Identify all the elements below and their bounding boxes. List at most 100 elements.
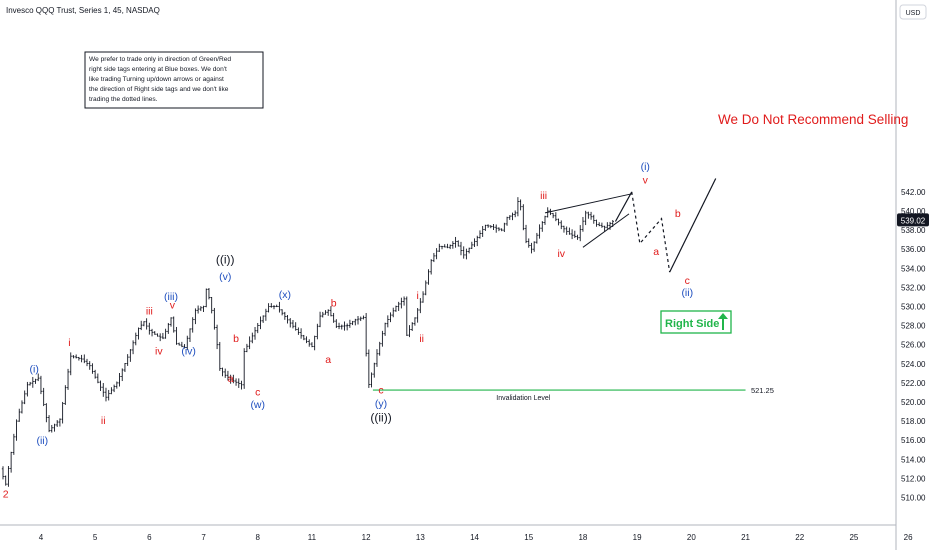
- ohlc-bar: [299, 328, 303, 339]
- ohlc-bar: [118, 373, 121, 387]
- ohlc-bar: [210, 296, 213, 314]
- ohlc-bar: [264, 308, 268, 321]
- ohlc-bar: [345, 323, 349, 331]
- ohlc-bar: [7, 465, 10, 487]
- ohlc-bar: [465, 248, 468, 260]
- ohlc-bar: [134, 332, 137, 346]
- projection-solid-to-wave-i: [614, 191, 633, 222]
- ohlc-bar: [240, 380, 243, 390]
- wave-label-red: ii: [101, 415, 106, 427]
- ohlc-bar: [177, 342, 181, 346]
- ohlc-bar: [454, 236, 457, 248]
- ohlc-bar: [581, 216, 585, 232]
- ohlc-bar: [402, 296, 406, 306]
- ohlc-bar: [457, 240, 460, 247]
- ohlc-bar: [4, 475, 7, 486]
- ohlc-bar: [519, 199, 522, 211]
- ohlc-bar: [508, 215, 511, 220]
- ohlc-bar: [237, 378, 240, 388]
- ohlc-bar: [513, 210, 517, 218]
- ohlc-bar: [367, 349, 371, 388]
- ohlc-bar: [20, 400, 24, 414]
- ohlc-bar: [324, 310, 327, 315]
- ohlc-bar: [202, 305, 205, 313]
- ohlc-bar: [289, 318, 292, 328]
- ohlc-bar: [495, 224, 498, 233]
- ohlc-bar: [56, 420, 59, 427]
- ohlc-bar: [500, 228, 503, 232]
- ohlc-bar: [297, 327, 300, 335]
- y-tick-label: 536.00: [901, 245, 926, 254]
- projection-solid-up: [669, 178, 717, 273]
- wave-label-red: iv: [557, 248, 565, 260]
- note-line-5: trading the dotted lines.: [89, 96, 158, 103]
- ohlc-bar: [115, 381, 119, 389]
- wave-label-red: c: [255, 386, 260, 398]
- ohlc-bar: [335, 319, 338, 329]
- ohlc-bar: [446, 243, 449, 249]
- wave-label-red: iv: [155, 345, 163, 357]
- ohlc-bar: [213, 307, 216, 330]
- ohlc-bar: [381, 330, 384, 347]
- ohlc-bar: [61, 401, 64, 424]
- ohlc-bar: [275, 304, 278, 308]
- wave-label-blue: (iv): [181, 345, 196, 357]
- ohlc-bar: [140, 320, 143, 331]
- ohlc-bar: [378, 341, 381, 356]
- wave-label-blue: (i): [30, 364, 39, 376]
- ohlc-bar: [473, 238, 476, 247]
- y-tick-label: 522.00: [901, 379, 926, 388]
- wave-label-red: iii: [540, 190, 547, 202]
- ohlc-bar: [570, 229, 574, 240]
- ohlc-bar: [375, 349, 379, 367]
- ohlc-bar: [142, 321, 146, 327]
- ohlc-bar: [199, 306, 203, 312]
- ohlc-bar: [148, 322, 151, 335]
- ohlc-bar: [397, 301, 400, 311]
- ohlc-bar: [85, 358, 89, 367]
- y-tick-label: 542.00: [901, 188, 926, 197]
- ohlc-bar: [234, 378, 238, 386]
- ohlc-bar: [74, 354, 78, 359]
- wave-label-red: a: [228, 373, 234, 385]
- wave-label-blue: (y): [375, 398, 387, 410]
- ohlc-bar: [370, 372, 373, 388]
- ohlc-bar: [400, 297, 403, 309]
- ohlc-bar: [161, 332, 165, 340]
- ohlc-bar: [354, 318, 357, 326]
- x-tick-label: 26: [904, 533, 913, 542]
- currency-badge[interactable]: USD: [899, 4, 927, 20]
- right-side-tag[interactable]: Right Side: [660, 310, 732, 334]
- wave-label-blue: (ii): [36, 435, 48, 447]
- ohlc-bar: [411, 322, 414, 331]
- ohlc-bar: [99, 380, 102, 391]
- wave-label-red: b: [675, 208, 681, 220]
- ohlc-bar: [226, 370, 230, 381]
- x-tick-label: 7: [201, 533, 206, 542]
- ohlc-bar: [261, 315, 265, 323]
- ohlc-bar: [608, 221, 612, 230]
- ohlc-bar: [421, 291, 425, 303]
- ohlc-bar: [405, 296, 408, 336]
- ohlc-bar: [419, 298, 422, 314]
- ohlc-bar: [221, 367, 224, 377]
- x-tick-label: 20: [687, 533, 696, 542]
- y-tick-label: 534.00: [901, 264, 926, 273]
- ohlc-bar: [107, 389, 110, 401]
- ohlc-bar: [12, 433, 16, 455]
- ohlc-bar: [316, 323, 319, 340]
- y-tick-label: 526.00: [901, 341, 926, 350]
- chart-title: Invesco QQQ Trust, Series 1, 45, NASDAQ: [6, 6, 160, 15]
- x-tick-label: 13: [416, 533, 425, 542]
- ohlc-bar: [470, 241, 474, 249]
- ohlc-bar: [527, 238, 530, 248]
- ohlc-bar: [102, 383, 105, 397]
- ohlc-bar: [88, 361, 91, 370]
- ohlc-bar: [600, 222, 604, 228]
- ohlc-bar: [438, 243, 441, 252]
- wave-label-red: c: [378, 385, 383, 397]
- ohlc-bar: [259, 316, 262, 330]
- ohlc-bar: [503, 222, 506, 232]
- ohlc-bar: [1, 466, 5, 480]
